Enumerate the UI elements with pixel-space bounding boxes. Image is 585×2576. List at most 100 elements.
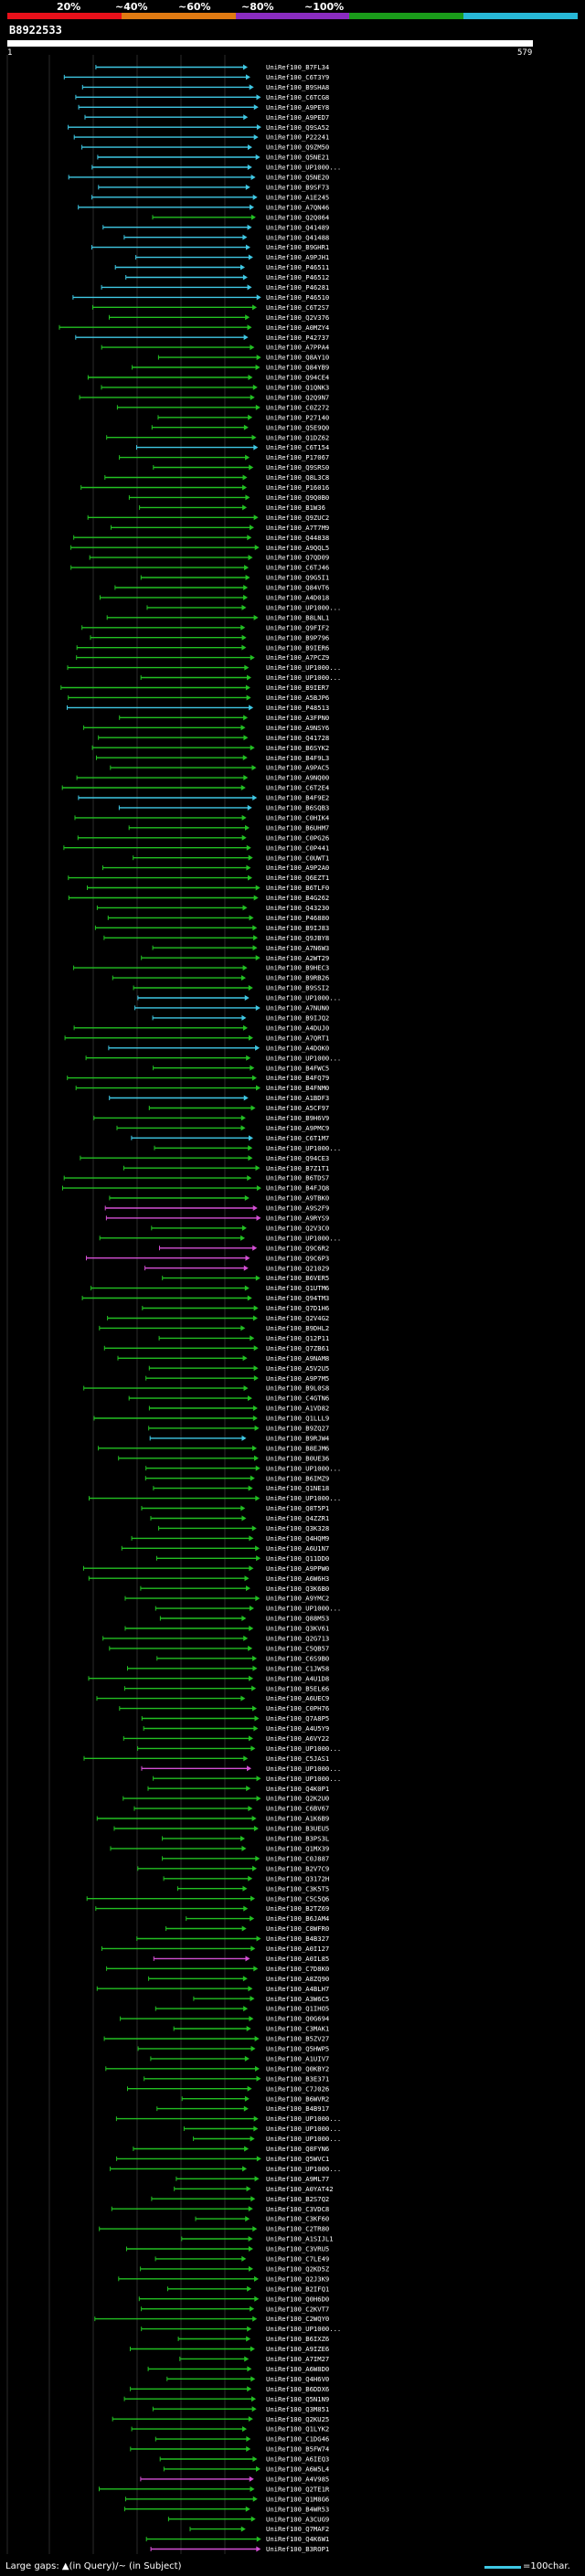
- hit-label[interactable]: UniRef100_UP1000...: [266, 663, 341, 672]
- hit-label[interactable]: UniRef100_Q0KBY2: [266, 2064, 329, 2072]
- hit-label[interactable]: UniRef100_Q4K6W1: [266, 2535, 329, 2543]
- hit-label[interactable]: UniRef100_P16016: [266, 483, 329, 492]
- hit-label[interactable]: UniRef100_P48513: [266, 704, 329, 712]
- hit-label[interactable]: UniRef100_B9IJ83: [266, 924, 329, 932]
- hit-label[interactable]: UniRef100_A1VD82: [266, 1405, 329, 1413]
- hit-label[interactable]: UniRef100_Q1NE18: [266, 1484, 329, 1492]
- hit-label[interactable]: UniRef100_A7QN46: [266, 203, 329, 211]
- hit-label[interactable]: UniRef100_B3E371: [266, 2074, 329, 2083]
- hit-label[interactable]: UniRef100_UP1000...: [266, 1464, 341, 1472]
- hit-label[interactable]: UniRef100_Q5NE20: [266, 174, 329, 182]
- hit-label[interactable]: UniRef100_C0PG26: [266, 833, 329, 842]
- hit-label[interactable]: UniRef100_B4G262: [266, 894, 329, 902]
- hit-label[interactable]: UniRef100_A4DUJ0: [266, 1023, 329, 1032]
- hit-label[interactable]: UniRef100_Q5E9Q0: [266, 423, 329, 431]
- hit-label[interactable]: UniRef100_C3MAK1: [266, 2025, 329, 2033]
- hit-label[interactable]: UniRef100_B9SF73: [266, 184, 329, 192]
- hit-label[interactable]: UniRef100_Q94CE4: [266, 374, 329, 382]
- hit-label[interactable]: UniRef100_A9QQL5: [266, 544, 329, 552]
- hit-label[interactable]: UniRef100_C5C5Q6: [266, 1894, 329, 1903]
- hit-label[interactable]: UniRef100_P46880: [266, 914, 329, 922]
- hit-label[interactable]: UniRef100_A7PPA4: [266, 344, 329, 352]
- hit-label[interactable]: UniRef100_Q7A8P5: [266, 1714, 329, 1723]
- hit-label[interactable]: UniRef100_Q9JBY8: [266, 934, 329, 942]
- hit-label[interactable]: UniRef100_Q0H6D0: [266, 2295, 329, 2303]
- hit-label[interactable]: UniRef100_Q4H6V0: [266, 2375, 329, 2383]
- hit-label[interactable]: UniRef100_A4DOK0: [266, 1044, 329, 1052]
- hit-label[interactable]: UniRef100_UP1000...: [266, 1234, 341, 1242]
- hit-label[interactable]: UniRef100_C3KF60: [266, 2215, 329, 2223]
- hit-label[interactable]: UniRef100_A9P7M5: [266, 1374, 329, 1383]
- hit-label[interactable]: UniRef100_C8WFR0: [266, 1924, 329, 1933]
- hit-label[interactable]: UniRef100_A9PEY8: [266, 103, 329, 111]
- hit-label[interactable]: UniRef100_C3VDC8: [266, 2205, 329, 2213]
- hit-label[interactable]: UniRef100_B9SSI2: [266, 984, 329, 992]
- hit-label[interactable]: UniRef100_Q2G713: [266, 1635, 329, 1643]
- hit-label[interactable]: UniRef100_UP1000...: [266, 2165, 341, 2173]
- hit-label[interactable]: UniRef100_A1E245: [266, 193, 329, 201]
- hit-label[interactable]: UniRef100_Q11DD0: [266, 1554, 329, 1563]
- hit-label[interactable]: UniRef100_C7J026: [266, 2084, 329, 2093]
- hit-label[interactable]: UniRef100_C0J887: [266, 1854, 329, 1862]
- hit-label[interactable]: UniRef100_UP1000...: [266, 1775, 341, 1783]
- hit-label[interactable]: UniRef100_Q8FYN6: [266, 2145, 329, 2153]
- hit-label[interactable]: UniRef100_P46510: [266, 293, 329, 302]
- hit-label[interactable]: UniRef100_Q9ZUC2: [266, 514, 329, 522]
- hit-label[interactable]: UniRef100_B4WR53: [266, 2505, 329, 2513]
- hit-label[interactable]: UniRef100_B9IER7: [266, 684, 329, 692]
- hit-label[interactable]: UniRef100_UP1000...: [266, 1144, 341, 1152]
- hit-label[interactable]: UniRef100_UP1000...: [266, 2135, 341, 2143]
- hit-label[interactable]: UniRef100_C6TJ46: [266, 564, 329, 572]
- hit-label[interactable]: UniRef100_Q9SRS0: [266, 463, 329, 472]
- hit-label[interactable]: UniRef100_Q44838: [266, 534, 329, 542]
- hit-label[interactable]: UniRef100_Q1DZ62: [266, 433, 329, 441]
- hit-label[interactable]: UniRef100_C5QB57: [266, 1645, 329, 1653]
- hit-label[interactable]: UniRef100_Q2KD5Z: [266, 2265, 330, 2274]
- hit-label[interactable]: UniRef100_Q2K2U0: [266, 1795, 329, 1803]
- hit-label[interactable]: UniRef100_A6VY22: [266, 1734, 329, 1743]
- hit-label[interactable]: UniRef100_B4B327: [266, 1935, 329, 1943]
- hit-label[interactable]: UniRef100_A5BJP6: [266, 694, 329, 702]
- hit-label[interactable]: UniRef100_A1BDF3: [266, 1094, 329, 1102]
- hit-label[interactable]: UniRef100_C2WQY0: [266, 2315, 329, 2323]
- hit-label[interactable]: UniRef100_C7D8K0: [266, 1965, 329, 1973]
- hit-label[interactable]: UniRef100_B1W36: [266, 504, 325, 512]
- hit-label[interactable]: UniRef100_Q21029: [266, 1264, 329, 1272]
- hit-label[interactable]: UniRef100_B6JAM4: [266, 1914, 329, 1923]
- hit-label[interactable]: UniRef100_Q9SA52: [266, 123, 329, 132]
- hit-label[interactable]: UniRef100_B9L0S8: [266, 1384, 329, 1393]
- hit-label[interactable]: UniRef100_B9P796: [266, 633, 329, 641]
- hit-label[interactable]: UniRef100_C0P441: [266, 843, 329, 852]
- hit-label[interactable]: UniRef100_B4F9E2: [266, 794, 329, 802]
- hit-label[interactable]: UniRef100_C6T2E4: [266, 784, 329, 792]
- hit-label[interactable]: UniRef100_Q3KV61: [266, 1625, 329, 1633]
- hit-label[interactable]: UniRef100_A7NUN0: [266, 1004, 329, 1012]
- hit-label[interactable]: UniRef100_C5JAS1: [266, 1754, 329, 1763]
- hit-label[interactable]: UniRef100_B4F9L3: [266, 754, 329, 762]
- hit-label[interactable]: UniRef100_A9PMC9: [266, 1124, 329, 1132]
- hit-label[interactable]: UniRef100_B7Z1T1: [266, 1164, 329, 1172]
- hit-label[interactable]: UniRef100_Q9ZM50: [266, 143, 329, 152]
- hit-label[interactable]: UniRef100_Q9Q0B0: [266, 493, 329, 502]
- hit-label[interactable]: UniRef100_A6W8D0: [266, 2365, 329, 2373]
- hit-label[interactable]: UniRef100_Q8L3C8: [266, 473, 329, 482]
- hit-label[interactable]: UniRef100_A6W5L4: [266, 2465, 329, 2474]
- hit-label[interactable]: UniRef100_A9RYS9: [266, 1214, 329, 1223]
- hit-label[interactable]: UniRef100_C6S9B0: [266, 1654, 329, 1662]
- hit-label[interactable]: UniRef100_Q5HWP5: [266, 2045, 329, 2053]
- hit-label[interactable]: UniRef100_B4FWC5: [266, 1064, 329, 1072]
- hit-label[interactable]: UniRef100_A1SIJL1: [266, 2235, 334, 2243]
- hit-label[interactable]: UniRef100_A9ML77: [266, 2175, 329, 2183]
- hit-label[interactable]: UniRef100_A9IZE6: [266, 2345, 329, 2353]
- hit-label[interactable]: UniRef100_UP1000...: [266, 1765, 341, 1773]
- hit-label[interactable]: UniRef100_A9P2A0: [266, 864, 329, 872]
- hit-label[interactable]: UniRef100_B6TDS7: [266, 1174, 329, 1182]
- hit-label[interactable]: UniRef100_Q1IHO5: [266, 2005, 329, 2013]
- hit-label[interactable]: UniRef100_A9PAC5: [266, 764, 329, 772]
- hit-label[interactable]: UniRef100_B6SYK2: [266, 744, 329, 752]
- hit-label[interactable]: UniRef100_B6TLF0: [266, 884, 329, 892]
- hit-label[interactable]: UniRef100_A8ZQ90: [266, 1975, 329, 1983]
- hit-label[interactable]: UniRef100_Q1QNK3: [266, 384, 329, 392]
- hit-label[interactable]: UniRef100_Q3M851: [266, 2405, 329, 2413]
- hit-label[interactable]: UniRef100_B6VER5: [266, 1274, 329, 1282]
